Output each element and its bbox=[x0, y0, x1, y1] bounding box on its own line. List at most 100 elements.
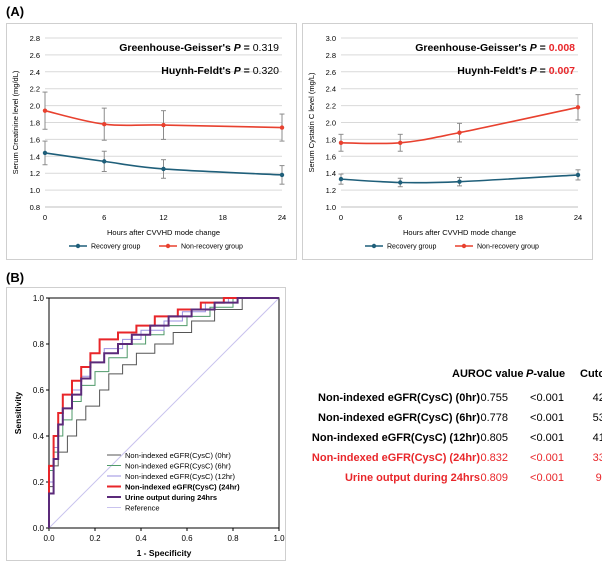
data-point bbox=[575, 172, 581, 178]
y-axis-title: Sensitivity bbox=[13, 391, 23, 434]
x-tick-label: 0.0 bbox=[43, 534, 55, 543]
row-cutoff: 33.6 bbox=[592, 452, 602, 464]
stat-huynh-p: P bbox=[530, 65, 538, 77]
data-point bbox=[161, 122, 166, 128]
row-auroc: 0.778 bbox=[480, 412, 508, 424]
stat-huynh-value: 0.007 bbox=[549, 65, 575, 77]
x-tick-label: 6 bbox=[102, 213, 106, 222]
creatinine-chart-frame: 0.8 1.0 1.2 1.4 1.6 1.8 2.0 2.2 2.4 2.6 2.8 0 6 12 18 2… bbox=[6, 23, 297, 260]
stat-greenhouse-p: P bbox=[530, 42, 538, 54]
row-auroc: 0.832 bbox=[480, 452, 508, 464]
y-tick-label: 2.0 bbox=[326, 119, 336, 128]
data-point bbox=[161, 166, 166, 172]
x-axis-title: 1 - Specificity bbox=[137, 548, 192, 558]
y-tick-label: 2.2 bbox=[30, 85, 40, 94]
row-auroc: 0.755 bbox=[480, 392, 508, 404]
y-tick-label: 2.2 bbox=[326, 102, 336, 111]
cystatin-chart: 1.0 1.2 1.4 1.6 1.8 2.0 2.2 2.4 2.6 2.8 3.0 0 6 12 18 2… bbox=[307, 34, 582, 251]
y-tick-label: 1.2 bbox=[30, 169, 40, 178]
data-point bbox=[398, 180, 403, 185]
y-tick-label: 0.6 bbox=[33, 386, 45, 395]
stat-greenhouse-value: 0.008 bbox=[549, 42, 575, 54]
x-axis-title: Hours after CVVHD mode change bbox=[107, 228, 220, 237]
y-tick-label: 2.6 bbox=[326, 68, 336, 77]
row-name: Non-indexed eGFR(CysC) (0hr) bbox=[318, 392, 480, 404]
y-tick-label: 1.4 bbox=[30, 152, 40, 161]
y-tick-label: 1.6 bbox=[326, 152, 336, 161]
y-tick-label: 0.4 bbox=[33, 432, 45, 441]
legend-label: Non-indexed eGFR(CysC) (0hr) bbox=[125, 451, 231, 460]
data-point bbox=[42, 150, 48, 156]
y-tick-label: 1.8 bbox=[30, 119, 40, 128]
x-tick-label: 0 bbox=[339, 213, 343, 222]
series-line-0 bbox=[340, 174, 579, 184]
stat-greenhouse-value: 0.319 bbox=[253, 42, 279, 54]
x-tick-label: 12 bbox=[455, 213, 463, 222]
legend-swatch-marker bbox=[165, 243, 171, 249]
x-tick-label: 0 bbox=[43, 213, 47, 222]
data-point bbox=[338, 140, 344, 145]
stat-greenhouse-label: Greenhouse-Geisser's bbox=[415, 42, 530, 54]
legend-label: Non-recovery group bbox=[477, 244, 539, 251]
legend-label: Reference bbox=[125, 504, 160, 513]
x-axis-title: Hours after CVVHD mode change bbox=[403, 228, 516, 237]
x-tick-label: 0.6 bbox=[181, 534, 193, 543]
y-tick-label: 1.0 bbox=[30, 186, 40, 195]
stat-greenhouse-p: P bbox=[234, 42, 242, 54]
y-tick-label: 1.8 bbox=[326, 135, 336, 144]
data-point bbox=[102, 121, 107, 127]
x-tick-label: 0.8 bbox=[227, 534, 239, 543]
y-tick-label: 1.0 bbox=[33, 294, 45, 303]
header-p-italic: P bbox=[526, 368, 534, 380]
stat-huynh-value: 0.320 bbox=[253, 65, 279, 77]
header-cutoff: Cutoff bbox=[580, 368, 602, 380]
row-auroc: 0.809 bbox=[480, 472, 508, 484]
legend-label: Recovery group bbox=[91, 244, 141, 251]
header-p-suffix: -value bbox=[533, 368, 566, 380]
series-line-1 bbox=[340, 106, 579, 145]
y-axis-title: Serum Creatinine level (mg/dL) bbox=[11, 70, 20, 174]
x-tick-label: 0.2 bbox=[89, 534, 101, 543]
data-point bbox=[279, 125, 285, 130]
row-name: Non-indexed eGFR(CysC) (6hr) bbox=[318, 412, 480, 424]
stat-greenhouse-eq: = bbox=[241, 42, 253, 54]
stat-huynh-label: Huynh-Feldt's bbox=[161, 65, 234, 77]
row-p-value: <0.001 bbox=[530, 412, 564, 424]
y-tick-label: 1.2 bbox=[326, 186, 336, 195]
row-name: Urine output during 24hrs bbox=[344, 472, 480, 484]
stat-huynh-label: Huynh-Feldt's bbox=[457, 65, 530, 77]
stat-greenhouse-eq: = bbox=[537, 42, 549, 54]
legend-swatch-marker bbox=[461, 243, 467, 249]
y-tick-label: 2.8 bbox=[326, 51, 336, 60]
x-tick-label: 24 bbox=[278, 213, 286, 222]
y-tick-label: 1.0 bbox=[326, 203, 336, 212]
row-name: Non-indexed eGFR(CysC) (24hr) bbox=[311, 452, 480, 464]
data-point bbox=[575, 105, 581, 110]
stat-huynh-feldt: Huynh-Feldt's P = 0.320 bbox=[161, 65, 279, 77]
data-point bbox=[42, 108, 48, 113]
y-tick-label: 1.4 bbox=[326, 169, 336, 178]
y-tick-label: 3.0 bbox=[326, 34, 336, 43]
legend-swatch-marker bbox=[371, 243, 377, 249]
plot-area bbox=[48, 297, 280, 529]
data-point bbox=[279, 172, 285, 178]
row-cutoff: 53.0 bbox=[592, 412, 602, 424]
y-tick-label: 0.8 bbox=[30, 203, 40, 212]
row-cutoff: 997 bbox=[595, 472, 602, 484]
roc-curve-3 bbox=[48, 297, 279, 528]
legend-swatch-marker bbox=[75, 243, 81, 249]
cystatin-chart-frame: 1.0 1.2 1.4 1.6 1.8 2.0 2.2 2.4 2.6 2.8 3.0 0 6 12 18 2… bbox=[302, 23, 593, 260]
legend-label: Recovery group bbox=[387, 244, 437, 251]
row-cutoff: 42.1 bbox=[592, 392, 602, 404]
stat-huynh-eq: = bbox=[537, 65, 549, 77]
x-tick-label: 1.0 bbox=[273, 534, 285, 543]
data-point bbox=[398, 140, 403, 145]
stat-greenhouse-geisser: Greenhouse-Geisser's P = 0.008 bbox=[415, 42, 575, 54]
row-p-value: <0.001 bbox=[530, 452, 564, 464]
series-line-1 bbox=[44, 109, 283, 129]
x-tick-label: 24 bbox=[574, 213, 582, 222]
panel-b-label: (B) bbox=[6, 270, 25, 285]
legend-label: Non-indexed eGFR(CysC) (12hr) bbox=[125, 472, 236, 481]
x-tick-label: 6 bbox=[398, 213, 402, 222]
row-name: Non-indexed eGFR(CysC) (12hr) bbox=[311, 432, 480, 444]
